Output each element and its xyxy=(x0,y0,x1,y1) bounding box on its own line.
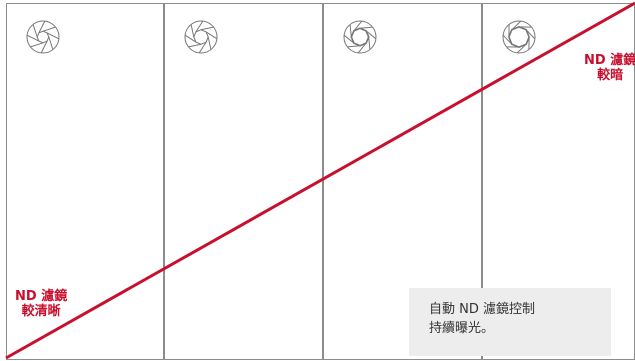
label-nd-low-line1: ND 濾鏡 xyxy=(15,289,68,304)
aperture-icon xyxy=(26,20,60,54)
aperture-icon xyxy=(184,20,218,54)
label-nd-low: ND 濾鏡 較清晰 xyxy=(15,289,67,319)
panel-2 xyxy=(164,3,323,360)
panel-3 xyxy=(323,3,482,360)
nd-density-line xyxy=(5,1,635,360)
label-nd-high-line1: ND 濾鏡 xyxy=(584,53,635,68)
label-nd-low-line2: 較清晰 xyxy=(21,304,61,319)
panel-1 xyxy=(6,3,164,360)
aperture-icon xyxy=(502,20,536,54)
label-nd-high-line2: 較暗 xyxy=(597,68,624,83)
caption-box: 自動 ND 濾鏡控制 持續曝光。 xyxy=(409,288,611,356)
label-nd-high: ND 濾鏡 較暗 xyxy=(584,53,635,83)
caption-line2: 持續曝光。 xyxy=(429,321,495,336)
aperture-icons xyxy=(26,20,536,54)
caption-line1: 自動 ND 濾鏡控制 xyxy=(429,302,535,317)
aperture-icon xyxy=(343,20,377,54)
